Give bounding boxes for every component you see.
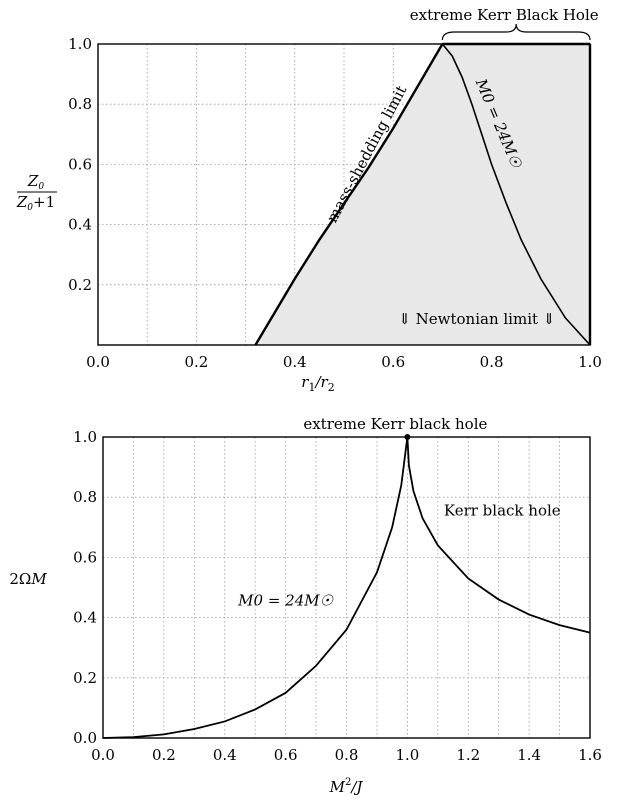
x-tick-label: 1.0 <box>395 746 419 764</box>
y-tick-labels-bottom: 0.0 0.2 0.4 0.6 0.8 1.0 <box>73 428 97 747</box>
x-tick-label: 0.6 <box>381 353 405 371</box>
x-tick-labels-bottom: 0.0 0.2 0.4 0.6 0.8 1.0 1.2 1.4 1.6 <box>91 746 602 764</box>
y-tick-label: 0.4 <box>68 216 92 234</box>
chart-bottom: 0.0 0.2 0.4 0.6 0.8 1.0 1.2 1.4 1.6 0.0 0.2 0.4 0.6… <box>9 415 602 796</box>
x-tick-label: 0.8 <box>480 353 504 371</box>
y-tick-label: 1.0 <box>73 428 97 446</box>
y-tick-label: 0.4 <box>73 609 97 627</box>
annotation-extreme-kerr-bottom: extreme Kerr black hole <box>303 415 487 433</box>
x-tick-label: 0.2 <box>152 746 176 764</box>
x-tick-label: 0.0 <box>86 353 110 371</box>
brace <box>441 23 591 41</box>
y-tick-label: 1.0 <box>68 35 92 53</box>
series-label-m0-bottom: M0 = 24M☉ <box>237 592 333 610</box>
annotation-newtonian-limit: ⇓ Newtonian limit ⇓ <box>398 310 555 328</box>
extreme-kerr-point <box>404 434 411 440</box>
m0-24-curve-bottom <box>102 436 409 739</box>
m0-24-curve-top <box>441 43 591 346</box>
y-tick-label: 0.6 <box>73 548 97 566</box>
svg-text:Z0+1: Z0+1 <box>16 193 55 213</box>
x-tick-label: 0.4 <box>283 353 307 371</box>
y-tick-label: 0.0 <box>73 729 97 747</box>
y-tick-label: 0.6 <box>68 155 92 173</box>
x-tick-label: 1.0 <box>578 353 602 371</box>
x-axis-label-bottom: M2/J <box>329 777 364 796</box>
kerr-black-hole-curve <box>406 436 591 634</box>
chart-top: 0.0 0.2 0.4 0.6 0.8 1.0 0.2 0.4 0.6 0.8 1.0 extre… <box>16 6 602 394</box>
y-axis-label-bottom: 2ΩM <box>9 570 47 588</box>
svg-text:Z0: Z0 <box>27 172 44 192</box>
x-axis-label-top: r1/r2 <box>301 373 334 394</box>
mass-shedding-limit-curve <box>254 43 444 346</box>
x-tick-label: 1.6 <box>578 746 602 764</box>
y-tick-label: 0.2 <box>73 669 97 687</box>
x-tick-label: 0.6 <box>274 746 298 764</box>
x-tick-label: 0.2 <box>184 353 208 371</box>
grid-bottom <box>103 437 590 738</box>
x-tick-label: 0.8 <box>335 746 359 764</box>
annotation-extreme-kerr: extreme Kerr Black Hole <box>410 6 599 24</box>
plot-frame-bottom <box>102 436 591 739</box>
x-tick-label: 1.4 <box>517 746 541 764</box>
x-tick-label: 1.2 <box>456 746 480 764</box>
y-axis-label-top: Z0 Z0+1 <box>16 172 57 213</box>
shaded-region <box>255 44 590 345</box>
y-tick-labels-top: 0.2 0.4 0.6 0.8 1.0 <box>68 35 92 294</box>
x-tick-labels-top: 0.0 0.2 0.4 0.6 0.8 1.0 <box>86 353 602 371</box>
y-tick-label: 0.2 <box>68 276 92 294</box>
y-tick-label: 0.8 <box>73 488 97 506</box>
y-tick-label: 0.8 <box>68 95 92 113</box>
x-tick-label: 0.0 <box>91 746 115 764</box>
annotation-kerr-black-hole: Kerr black hole <box>444 501 561 519</box>
x-tick-label: 0.4 <box>213 746 237 764</box>
